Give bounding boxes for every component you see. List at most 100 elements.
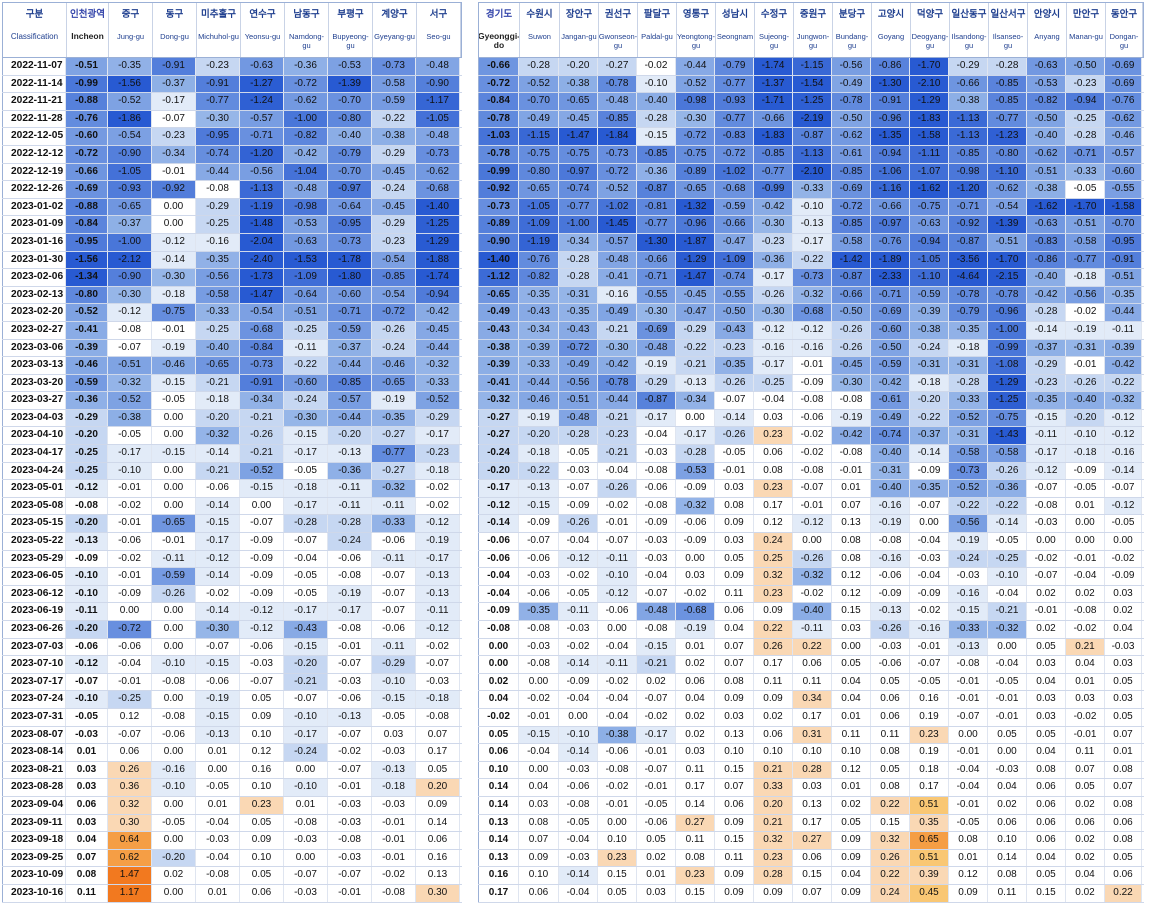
value-cell: -0.36 bbox=[988, 480, 1027, 497]
value-cell: -0.14 bbox=[196, 603, 240, 620]
value-cell: 0.19 bbox=[910, 708, 949, 726]
value-cell: 0.26 bbox=[754, 638, 793, 656]
value-cell: 0.23 bbox=[754, 427, 793, 445]
value-cell: -0.07 bbox=[152, 110, 196, 128]
value-cell: -0.13 bbox=[372, 761, 416, 779]
value-cell: 0.00 bbox=[478, 656, 519, 673]
value-cell: -0.05 bbox=[284, 568, 328, 585]
value-cell: -0.03 bbox=[1105, 638, 1142, 656]
value-cell: 0.14 bbox=[416, 814, 460, 832]
value-cell: -0.05 bbox=[152, 392, 196, 409]
value-cell: 0.14 bbox=[988, 849, 1027, 867]
value-cell: -0.06 bbox=[478, 550, 519, 568]
value-cell: -0.15 bbox=[949, 603, 988, 620]
value-cell: -0.14 bbox=[1105, 462, 1142, 480]
right-table-row: 0.00 -0.08 -0.14 -0.11 -0.21 0.02 0.07 0.17 0.06… bbox=[478, 656, 1144, 674]
value-cell: -0.26 bbox=[598, 480, 637, 497]
value-cell: -0.31 bbox=[949, 427, 988, 445]
value-cell: 0.15 bbox=[1027, 884, 1066, 902]
value-cell: -0.40 bbox=[1027, 269, 1066, 286]
left-col-header: 서구 Seo-gu bbox=[417, 3, 461, 57]
value-cell: -0.02 bbox=[1027, 550, 1066, 568]
value-cell: -0.17 bbox=[284, 603, 328, 620]
value-cell: 0.09 bbox=[715, 515, 754, 533]
value-cell: -1.40 bbox=[478, 251, 519, 269]
value-cell: -0.32 bbox=[196, 427, 240, 445]
value-cell: -0.78 bbox=[598, 75, 637, 93]
value-cell: -1.25 bbox=[793, 93, 832, 110]
value-cell: -0.32 bbox=[108, 374, 152, 392]
value-cell: 0.00 bbox=[988, 744, 1027, 761]
value-cell: 0.10 bbox=[240, 726, 284, 744]
value-cell: 0.00 bbox=[519, 673, 559, 691]
value-cell: 0.03 bbox=[1027, 691, 1066, 708]
value-cell: -1.12 bbox=[478, 269, 519, 286]
value-cell: -0.07 bbox=[328, 867, 372, 884]
value-cell: 0.06 bbox=[754, 726, 793, 744]
row-date: 2023-07-31 bbox=[2, 708, 66, 726]
value-cell: -0.66 bbox=[637, 251, 676, 269]
value-cell: -0.09 bbox=[793, 374, 832, 392]
value-cell: 0.05 bbox=[1105, 708, 1142, 726]
value-cell: -0.07 bbox=[598, 533, 637, 550]
value-cell: -1.02 bbox=[715, 163, 754, 181]
value-cell: -0.05 bbox=[559, 585, 598, 603]
value-cell: -0.06 bbox=[108, 533, 152, 550]
value-cell: -0.01 bbox=[793, 357, 832, 374]
value-cell: 0.23 bbox=[910, 726, 949, 744]
value-cell: -0.11 bbox=[1027, 427, 1066, 445]
value-cell: -0.17 bbox=[754, 269, 793, 286]
value-cell: -0.87 bbox=[637, 181, 676, 198]
value-cell: 0.02 bbox=[1066, 884, 1105, 902]
right-table-row: -0.08 -0.08 -0.03 0.00 -0.08 -0.19 0.04 0.22 -0.… bbox=[478, 621, 1144, 639]
value-cell: 0.02 bbox=[478, 673, 519, 691]
value-cell: -0.49 bbox=[598, 304, 637, 321]
value-cell: -0.48 bbox=[598, 251, 637, 269]
value-cell: 0.04 bbox=[1105, 621, 1142, 638]
value-cell: -0.65 bbox=[676, 181, 715, 198]
value-cell: -1.70 bbox=[910, 58, 949, 75]
value-cell: -0.69 bbox=[66, 181, 108, 198]
value-cell: -0.20 bbox=[559, 58, 598, 75]
value-cell: -0.73 bbox=[478, 198, 519, 216]
value-cell: -0.06 bbox=[598, 744, 637, 761]
value-cell: -0.02 bbox=[108, 550, 152, 568]
value-cell: -1.10 bbox=[910, 269, 949, 286]
value-cell: -0.32 bbox=[793, 568, 832, 585]
value-cell: -0.96 bbox=[871, 110, 910, 128]
value-cell: -0.42 bbox=[598, 357, 637, 374]
value-cell: -0.40 bbox=[871, 480, 910, 497]
value-cell: -0.04 bbox=[949, 779, 988, 796]
row-date: 2023-06-12 bbox=[2, 585, 66, 603]
value-cell: -0.40 bbox=[637, 93, 676, 110]
value-cell: 0.22 bbox=[1105, 884, 1142, 902]
value-cell: -0.48 bbox=[284, 181, 328, 198]
value-cell: 0.03 bbox=[66, 761, 108, 779]
value-cell: -0.45 bbox=[372, 163, 416, 181]
value-cell: 0.23 bbox=[754, 849, 793, 867]
right-table-row: -0.89 -1.09 -1.00 -1.45 -0.77 -0.96 -0.66 -0.30… bbox=[478, 216, 1144, 234]
value-cell: -0.75 bbox=[519, 145, 559, 163]
value-cell: -0.03 bbox=[328, 814, 372, 832]
value-cell: 0.03 bbox=[66, 779, 108, 796]
value-cell: 0.15 bbox=[598, 867, 637, 884]
value-cell: -0.14 bbox=[910, 445, 949, 462]
value-cell: -0.42 bbox=[832, 427, 871, 445]
value-cell: -0.40 bbox=[196, 339, 240, 357]
value-cell: -0.72 bbox=[715, 145, 754, 163]
value-cell: -0.87 bbox=[832, 269, 871, 286]
value-cell: -0.43 bbox=[559, 321, 598, 339]
right-col-header: 만안구 Manan-gu bbox=[1067, 3, 1106, 57]
value-cell: 0.08 bbox=[66, 867, 108, 884]
value-cell: -0.01 bbox=[949, 744, 988, 761]
value-cell: 0.04 bbox=[519, 779, 559, 796]
value-cell: -0.92 bbox=[152, 181, 196, 198]
value-cell: -0.13 bbox=[871, 603, 910, 620]
value-cell: 0.08 bbox=[832, 550, 871, 568]
value-cell: -0.04 bbox=[910, 533, 949, 550]
value-cell: -0.53 bbox=[1027, 75, 1066, 93]
value-cell: -0.98 bbox=[949, 163, 988, 181]
value-cell: -0.60 bbox=[66, 128, 108, 145]
value-cell: -0.25 bbox=[196, 216, 240, 233]
value-cell: -0.27 bbox=[372, 462, 416, 480]
